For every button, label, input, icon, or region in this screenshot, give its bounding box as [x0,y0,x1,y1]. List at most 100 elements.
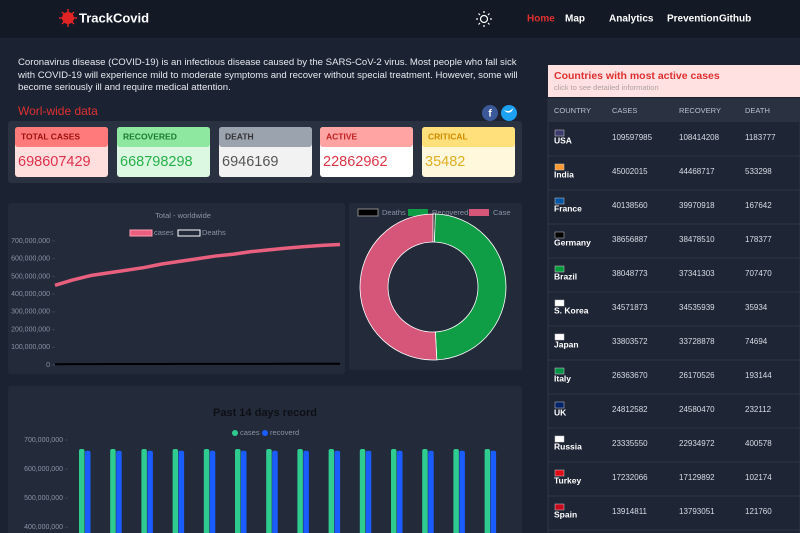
table-cell: 45002015 [612,167,648,176]
legend-swatch [262,430,268,436]
table-head [548,99,800,122]
stat-value: 698607429 [18,154,91,170]
bar [79,449,85,533]
country-name[interactable]: Brazil [554,271,577,281]
facebook-icon: f [488,109,492,120]
table-cell: 400578 [745,439,772,448]
country-name[interactable]: S. Korea [554,305,589,315]
table-cell: 39970918 [679,201,715,210]
bar [397,450,403,533]
table-cell: 13914811 [612,507,648,516]
bar [328,449,335,533]
country-name[interactable]: Spain [554,509,577,519]
bar [241,450,247,533]
table-cell: 26363670 [612,371,648,380]
table-cell: 37341303 [679,269,715,278]
bar [235,449,241,533]
theme-toggle[interactable] [476,11,492,27]
table-cell: 44468717 [679,167,715,176]
legend-swatch [177,229,201,237]
country-name[interactable]: Germany [554,237,591,247]
bar [203,449,210,533]
table-header-box [548,65,800,97]
country-name[interactable]: France [554,203,582,213]
bar [365,450,372,533]
stat-label: ACTIVE [326,131,358,141]
bar [116,450,122,533]
table-cell: 22934972 [679,439,715,448]
bar [359,449,366,533]
bar [272,450,278,533]
table-cell: 74694 [745,337,768,346]
flag [554,333,565,341]
nav-link[interactable]: Home [527,14,555,25]
stat-label: DEATH [225,131,254,141]
bar [303,450,309,533]
bar [422,449,428,533]
facebook-button[interactable] [482,105,498,121]
legend-swatch [469,209,489,216]
y-tick-label: 200,000,000 [11,326,50,333]
y-tick-label: 600,000,000 [11,256,50,263]
bar [391,449,397,533]
bar [141,449,147,533]
legend-swatch [357,208,379,217]
country-name[interactable]: Japan [554,339,579,349]
country-name[interactable]: USA [554,135,572,145]
table-cell: 121760 [745,507,772,516]
table-cell: 17232066 [612,473,648,482]
country-name[interactable]: Russia [554,441,582,451]
table-cell: 34571873 [612,303,648,312]
bar [110,449,116,533]
bar [147,450,153,533]
bar [209,450,216,533]
flag [554,299,565,307]
legend-label: cases [154,228,174,237]
y-tick-label: 500,000,000 [24,495,63,502]
bar [490,450,497,533]
legend-label: Deaths [382,208,406,217]
country-name[interactable]: UK [554,407,567,417]
nav-link[interactable]: Analytics [609,14,654,25]
country-name[interactable]: Italy [554,373,571,383]
y-tick-label: 400,000,000 [11,291,50,298]
flag [554,197,565,205]
legend-swatch [408,209,428,216]
legend-label: Case [493,208,511,217]
brand[interactable]: TrackCovid [79,10,149,25]
table-cell: 108414208 [679,133,720,142]
nav-link[interactable]: Github [719,14,751,25]
table-cell: 102174 [745,473,772,482]
flag [554,129,565,137]
flag [554,401,565,409]
table-cell: 167642 [745,201,772,210]
y-tick-label: 0 [46,362,50,369]
bar [428,450,434,533]
flag [554,231,565,239]
column-header: COUNTRY [554,106,591,115]
table-cell: 26170526 [679,371,715,380]
table-cell: 178377 [745,235,772,244]
flag [554,469,565,477]
stat-card-header [422,127,515,147]
country-name[interactable]: Turkey [554,475,582,485]
section-title: Worl-wide data [18,104,98,118]
bar [484,449,491,533]
table-cell: 17129892 [679,473,715,482]
flag [554,367,565,375]
bar [453,449,459,533]
table-cell: 35934 [745,303,768,312]
flag [554,265,565,273]
stat-value: 22862962 [323,154,388,170]
nav-link[interactable]: Map [565,14,585,25]
nav-link[interactable]: Prevention [667,14,719,25]
table-cell: 109597985 [612,133,653,142]
twitter-button[interactable] [501,105,517,121]
chart-title: Past 14 days record [213,407,317,419]
table-cell: 24580470 [679,405,715,414]
country-name[interactable]: India [554,169,574,179]
brand-icon [59,9,77,27]
table-cell: 193144 [745,371,772,380]
table-cell: 232112 [745,405,772,414]
y-tick-label: 700,000,000 [24,437,63,444]
